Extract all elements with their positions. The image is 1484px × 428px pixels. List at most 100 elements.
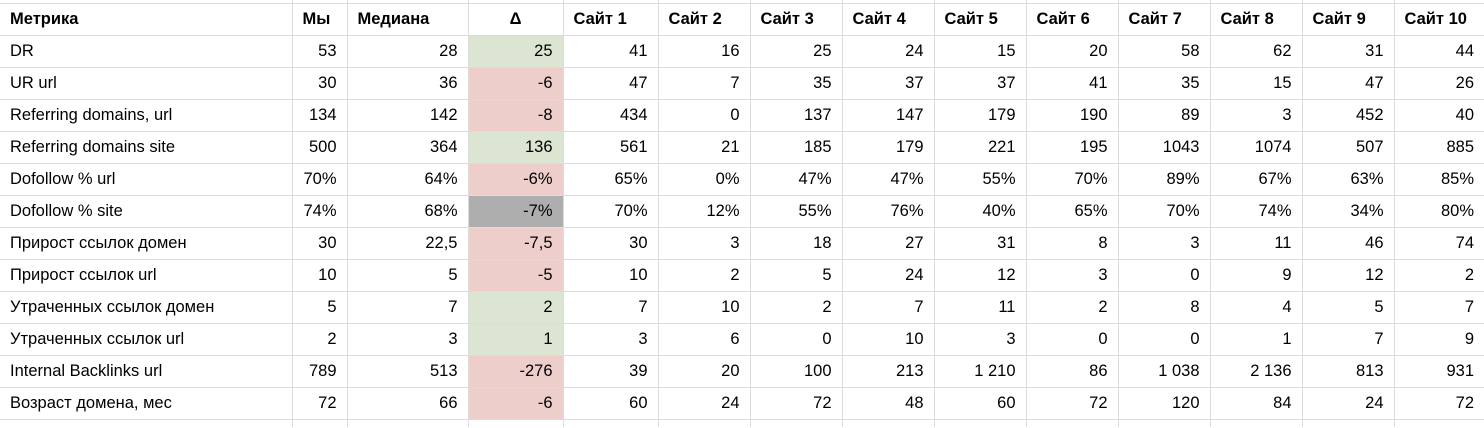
site-10-value-cell[interactable]: 40 [1394, 99, 1484, 132]
site-2-value-cell[interactable]: 16 [658, 35, 751, 68]
site-2-value-cell[interactable]: 12% [658, 195, 751, 228]
site-2-value-cell[interactable]: 21 [658, 131, 751, 164]
median-value-cell[interactable]: 22,5 [347, 227, 469, 260]
site-9-value-cell[interactable]: 63% [1302, 163, 1395, 196]
we-value-cell[interactable]: 2 [292, 323, 348, 356]
site-10-value-cell[interactable]: 2 [1394, 259, 1484, 292]
site-3-value-cell[interactable]: 25 [750, 35, 843, 68]
delta-value-cell[interactable]: -276 [468, 355, 564, 388]
column-header-5[interactable]: Сайт 2 [658, 3, 751, 36]
metric-name-cell[interactable]: Dofollow % site [0, 195, 293, 228]
site-7-value-cell[interactable]: 0 [1118, 259, 1211, 292]
site-10-value-cell[interactable]: 72 [1394, 387, 1484, 420]
we-value-cell[interactable]: 500 [292, 131, 348, 164]
site-8-value-cell[interactable]: 67% [1210, 163, 1303, 196]
metric-name-cell[interactable]: Прирост ссылок домен [0, 227, 293, 260]
site-7-value-cell[interactable]: 70% [1118, 195, 1211, 228]
column-header-13[interactable]: Сайт 10 [1394, 3, 1484, 36]
site-1-value-cell[interactable]: 60 [563, 387, 659, 420]
column-header-11[interactable]: Сайт 8 [1210, 3, 1303, 36]
site-2-value-cell[interactable]: 2 [658, 259, 751, 292]
site-3-value-cell[interactable]: 72 [750, 387, 843, 420]
site-9-value-cell[interactable]: 12 [1302, 259, 1395, 292]
site-9-value-cell[interactable]: 24 [1302, 387, 1395, 420]
site-2-value-cell[interactable]: 6 [658, 323, 751, 356]
site-9-value-cell[interactable]: 813 [1302, 355, 1395, 388]
site-4-value-cell[interactable]: 7 [842, 291, 935, 324]
we-value-cell[interactable]: 789 [292, 355, 348, 388]
site-9-value-cell[interactable]: 46 [1302, 227, 1395, 260]
site-3-value-cell[interactable]: 100 [750, 355, 843, 388]
site-6-value-cell[interactable]: 65% [1026, 195, 1119, 228]
site-10-value-cell[interactable]: 9 [1394, 323, 1484, 356]
site-1-value-cell[interactable]: 30 [563, 227, 659, 260]
metric-name-cell[interactable]: Утраченных ссылок url [0, 323, 293, 356]
site-8-value-cell[interactable]: 11 [1210, 227, 1303, 260]
we-value-cell[interactable]: 30 [292, 227, 348, 260]
site-4-value-cell[interactable]: 147 [842, 99, 935, 132]
delta-value-cell[interactable]: -7% [468, 195, 564, 228]
site-6-value-cell[interactable]: 70% [1026, 163, 1119, 196]
column-header-3[interactable]: Δ [468, 3, 564, 36]
site-7-value-cell[interactable]: 8 [1118, 291, 1211, 324]
site-8-value-cell[interactable]: 62 [1210, 35, 1303, 68]
site-5-value-cell[interactable]: 179 [934, 99, 1027, 132]
site-4-value-cell[interactable]: 48 [842, 387, 935, 420]
site-10-value-cell[interactable]: 80% [1394, 195, 1484, 228]
site-6-value-cell[interactable]: 3 [1026, 259, 1119, 292]
site-10-value-cell[interactable]: 7 [1394, 291, 1484, 324]
delta-value-cell[interactable]: -6 [468, 67, 564, 100]
site-5-value-cell[interactable]: 12 [934, 259, 1027, 292]
median-value-cell[interactable]: 5 [347, 259, 469, 292]
site-3-value-cell[interactable]: 185 [750, 131, 843, 164]
site-5-value-cell[interactable]: 3 [934, 323, 1027, 356]
site-3-value-cell[interactable]: 47% [750, 163, 843, 196]
delta-value-cell[interactable]: 2 [468, 291, 564, 324]
delta-value-cell[interactable]: -8 [468, 99, 564, 132]
column-header-2[interactable]: Медиана [347, 3, 469, 36]
metric-name-cell[interactable]: Прирост ссылок url [0, 259, 293, 292]
site-7-value-cell[interactable]: 1043 [1118, 131, 1211, 164]
metric-name-cell[interactable]: Referring domains site [0, 131, 293, 164]
site-2-value-cell[interactable]: 20 [658, 355, 751, 388]
delta-value-cell[interactable]: 25 [468, 35, 564, 68]
metric-name-cell[interactable]: Dofollow % url [0, 163, 293, 196]
metric-name-cell[interactable]: DR [0, 35, 293, 68]
site-6-value-cell[interactable]: 0 [1026, 323, 1119, 356]
site-4-value-cell[interactable]: 24 [842, 259, 935, 292]
site-7-value-cell[interactable]: 89% [1118, 163, 1211, 196]
site-6-value-cell[interactable]: 72 [1026, 387, 1119, 420]
site-9-value-cell[interactable]: 5 [1302, 291, 1395, 324]
site-10-value-cell[interactable]: 931 [1394, 355, 1484, 388]
median-value-cell[interactable]: 3 [347, 323, 469, 356]
we-value-cell[interactable]: 70% [292, 163, 348, 196]
site-2-value-cell[interactable]: 0 [658, 99, 751, 132]
site-4-value-cell[interactable]: 213 [842, 355, 935, 388]
site-3-value-cell[interactable]: 5 [750, 259, 843, 292]
we-value-cell[interactable]: 30 [292, 67, 348, 100]
site-9-value-cell[interactable]: 31 [1302, 35, 1395, 68]
site-1-value-cell[interactable]: 47 [563, 67, 659, 100]
metric-name-cell[interactable]: Referring domains, url [0, 99, 293, 132]
median-value-cell[interactable]: 142 [347, 99, 469, 132]
delta-value-cell[interactable]: 1 [468, 323, 564, 356]
site-3-value-cell[interactable]: 2 [750, 291, 843, 324]
column-header-8[interactable]: Сайт 5 [934, 3, 1027, 36]
median-value-cell[interactable]: 36 [347, 67, 469, 100]
site-8-value-cell[interactable]: 84 [1210, 387, 1303, 420]
site-5-value-cell[interactable]: 37 [934, 67, 1027, 100]
we-value-cell[interactable]: 72 [292, 387, 348, 420]
median-value-cell[interactable]: 513 [347, 355, 469, 388]
site-1-value-cell[interactable]: 7 [563, 291, 659, 324]
site-1-value-cell[interactable]: 39 [563, 355, 659, 388]
column-header-4[interactable]: Сайт 1 [563, 3, 659, 36]
site-8-value-cell[interactable]: 1 [1210, 323, 1303, 356]
median-value-cell[interactable]: 68% [347, 195, 469, 228]
site-7-value-cell[interactable]: 1 038 [1118, 355, 1211, 388]
site-2-value-cell[interactable]: 7 [658, 67, 751, 100]
site-6-value-cell[interactable]: 86 [1026, 355, 1119, 388]
column-header-9[interactable]: Сайт 6 [1026, 3, 1119, 36]
site-1-value-cell[interactable]: 561 [563, 131, 659, 164]
median-value-cell[interactable]: 364 [347, 131, 469, 164]
column-header-12[interactable]: Сайт 9 [1302, 3, 1395, 36]
